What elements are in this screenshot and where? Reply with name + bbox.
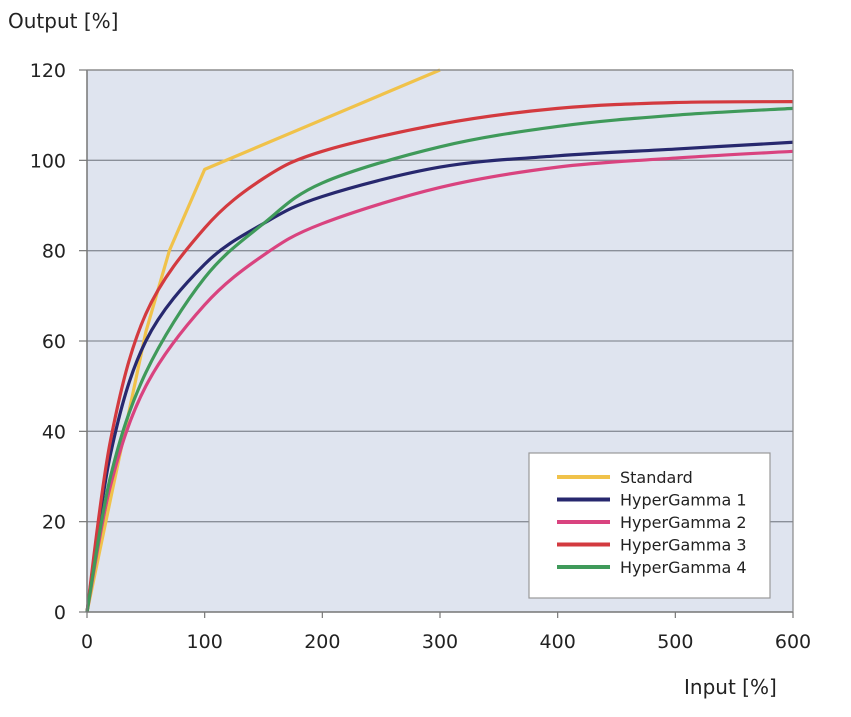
y-tick-label: 120 [30,60,66,82]
series-lines [85,68,794,613]
y-tick-label: 60 [42,331,66,353]
legend-label: HyperGamma 2 [620,513,747,532]
legend-label: Standard [620,468,693,487]
legend-label: HyperGamma 1 [620,491,747,510]
legend: Standard HyperGamma 1 HyperGamma 2 HyperGam… [528,452,771,599]
y-tick-label: 20 [42,512,66,534]
x-tick-label: 500 [657,631,693,653]
series-line-2 [85,149,794,613]
series-line-4 [85,106,794,613]
x-tick-label: 200 [304,631,340,653]
legend-label: HyperGamma 3 [620,536,747,555]
tick-labels: 0 20 40 60 80 100 120 0 100 200 300 400 500 600 [30,60,811,653]
x-tick-label: 400 [540,631,576,653]
series-line-3 [85,100,794,613]
x-axis-label: Input [%] [684,675,777,699]
x-tick-label: 0 [81,631,93,653]
legend-label: HyperGamma 4 [620,558,747,577]
series-line-1 [85,140,794,613]
y-tick-label: 40 [42,421,66,443]
x-tick-label: 100 [187,631,223,653]
x-tick-label: 600 [775,631,811,653]
axes [79,69,794,618]
y-tick-label: 100 [30,150,66,172]
y-tick-label: 0 [54,602,66,624]
y-axis-label: Output [%] [8,9,118,33]
y-tick-label: 80 [42,241,66,263]
x-tick-label: 300 [422,631,458,653]
